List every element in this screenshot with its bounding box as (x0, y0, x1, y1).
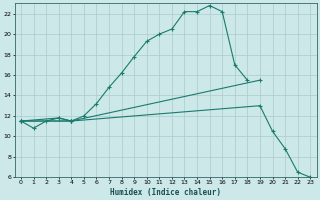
X-axis label: Humidex (Indice chaleur): Humidex (Indice chaleur) (110, 188, 221, 197)
